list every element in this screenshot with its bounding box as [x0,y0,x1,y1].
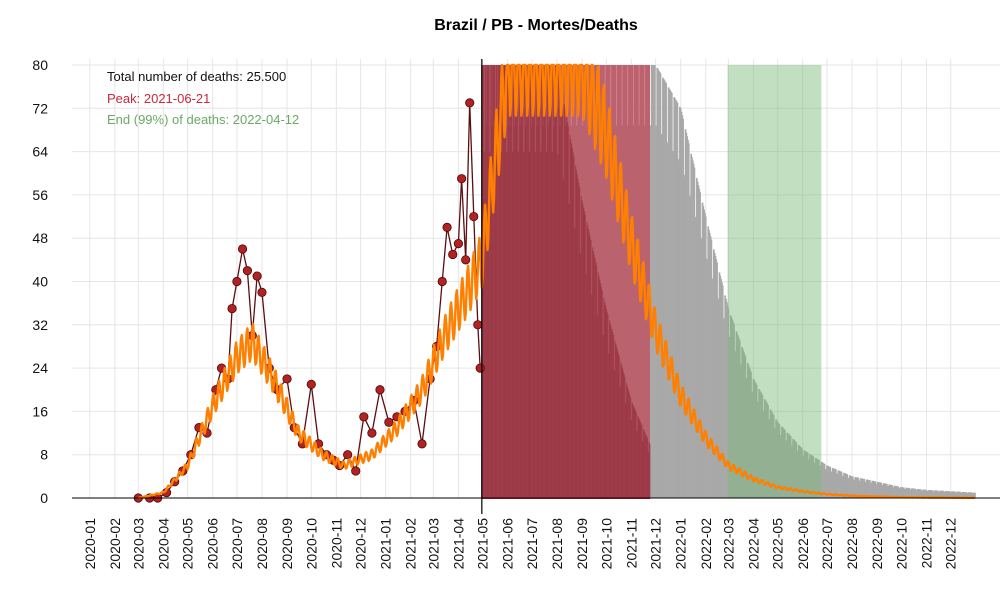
x-tick-label: 2022-11 [918,518,934,569]
x-axis-ticks: 2020-01 2020-02 2020-03 2020-04 2020-05 2020-… [82,518,959,570]
y-tick-label: 24 [32,360,48,376]
y-tick-label: 40 [32,274,48,290]
observed-point [469,211,479,222]
x-tick-label: 2021-01 [378,518,394,570]
observed-point [306,379,316,389]
y-tick-label: 48 [32,230,48,246]
y-tick-label: 16 [32,403,48,419]
observed-point [453,239,463,249]
x-tick-label: 2020-09 [279,518,295,570]
observed-point [465,98,475,108]
observed-point [375,385,385,395]
x-tick-label: 2020-08 [254,518,270,570]
y-tick-label: 72 [32,100,48,116]
x-tick-label: 2021-11 [623,518,639,569]
observed-point [448,249,458,260]
observed-point [437,276,447,287]
model-fit-series [137,63,976,500]
observed-point [442,222,452,232]
x-tick-label: 2022-04 [745,518,761,570]
observed-point [282,374,292,384]
x-tick-label: 2020-11 [328,518,344,569]
observed-point [227,303,237,314]
observed-point [473,320,483,330]
total-deaths-annotation: Total number of deaths: 25.500 [107,69,286,84]
x-tick-label: 2021-12 [648,518,664,570]
observed-point [343,450,353,460]
observed-point [232,276,242,287]
y-tick-label: 56 [32,187,48,203]
y-tick-label: 8 [40,447,48,463]
observed-point [257,287,267,297]
x-tick-label: 2020-07 [229,518,245,570]
peak-annotation: Peak: 2021-06-21 [107,91,210,106]
end-band [727,65,822,498]
x-tick-label: 2021-06 [500,518,516,570]
x-tick-label: 2021-03 [425,518,441,570]
observed-point [457,174,467,184]
x-tick-label: 2022-09 [869,518,885,570]
x-tick-label: 2020-02 [107,518,123,570]
chart-title: Brazil / PB - Mortes/Deaths [434,17,638,34]
x-tick-label: 2022-07 [819,518,835,570]
y-tick-label: 32 [32,317,48,333]
end-annotation: End (99%) of deaths: 2022-04-12 [107,112,299,127]
x-tick-label: 2020-10 [303,518,319,570]
x-tick-label: 2021-07 [524,518,540,570]
x-tick-label: 2022-08 [844,518,860,570]
observed-point [237,244,248,254]
observed-point [359,412,369,422]
observed-point [252,271,262,281]
y-tick-label: 0 [40,490,48,506]
x-tick-label: 2021-10 [598,518,614,570]
x-tick-label: 2020-03 [130,518,146,570]
model-fit-line [137,63,976,500]
axes [72,59,1000,514]
observed-point [475,363,485,373]
x-tick-label: 2021-09 [574,518,590,570]
x-tick-label: 2020-04 [155,518,171,570]
y-axis-ticks: 0 8 16 24 32 40 48 56 64 72 80 [32,57,48,506]
observed-point [417,439,427,449]
y-tick-label: 80 [32,57,48,73]
x-tick-label: 2022-01 [673,518,689,570]
observed-point [351,466,361,476]
observed-point [242,266,253,276]
x-tick-label: 2020-06 [205,518,221,570]
peak-band [481,65,650,498]
x-tick-label: 2022-06 [795,518,811,570]
x-tick-label: 2021-02 [403,518,419,570]
x-tick-label: 2022-02 [698,518,714,570]
x-tick-label: 2020-01 [82,518,98,570]
x-tick-label: 2022-10 [893,518,909,570]
x-tick-label: 2021-05 [475,518,491,570]
x-tick-label: 2020-05 [180,518,196,570]
x-tick-label: 2020-12 [353,518,369,570]
highlight-bands [481,65,822,499]
observed-point [461,255,471,265]
observed-point [367,428,377,438]
x-tick-label: 2022-05 [770,518,786,570]
x-tick-label: 2021-04 [450,518,466,570]
x-tick-label: 2022-03 [720,518,736,570]
y-tick-label: 64 [32,144,48,160]
x-tick-label: 2021-08 [549,518,565,570]
x-tick-label: 2022-12 [943,518,959,570]
observed-point [384,417,394,427]
